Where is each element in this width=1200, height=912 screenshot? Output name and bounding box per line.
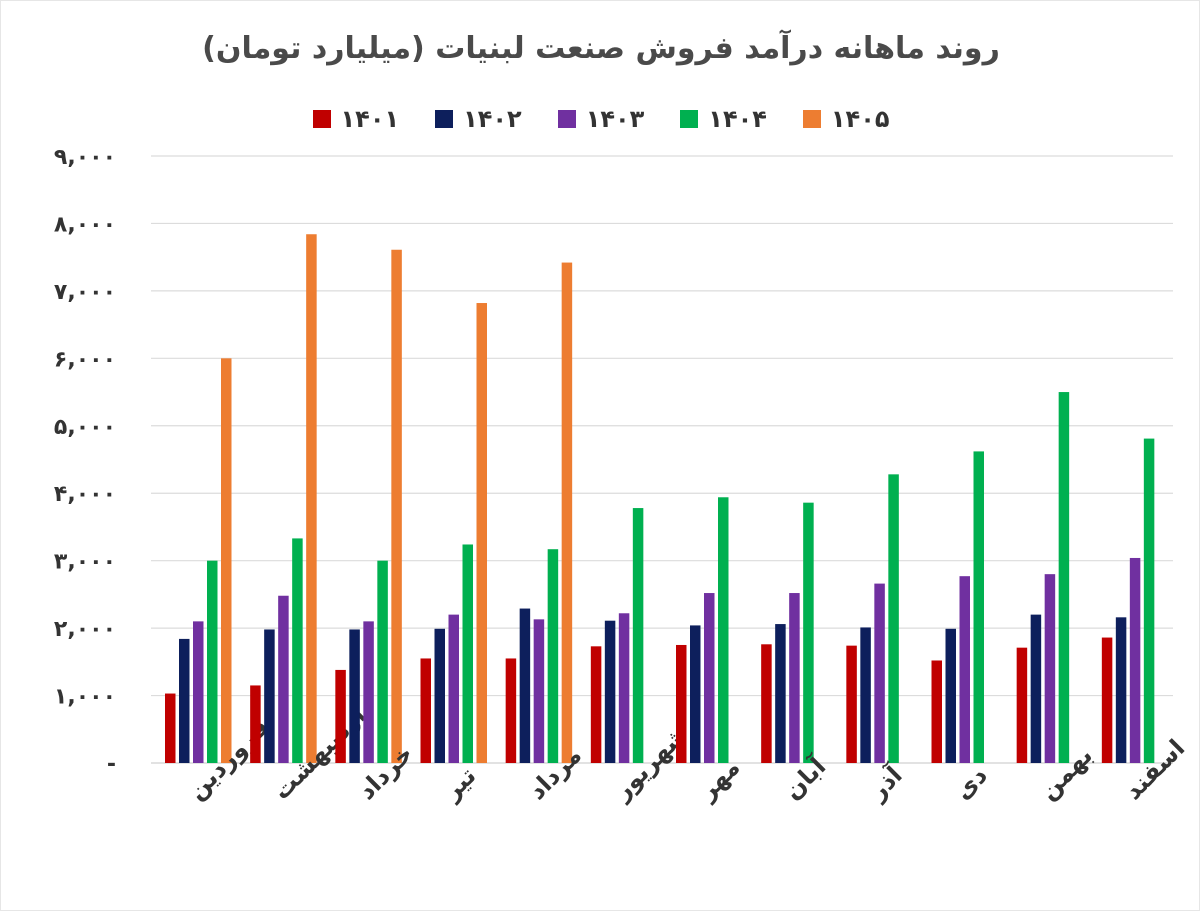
legend-label: ۱۴۰۴	[708, 105, 767, 133]
bar	[1016, 647, 1028, 763]
bar	[945, 628, 956, 763]
bar	[547, 549, 559, 763]
y-tick-label: ۵,۰۰۰	[54, 415, 116, 440]
bar	[632, 508, 644, 763]
bar	[264, 629, 275, 763]
legend-swatch	[435, 110, 454, 128]
bar	[335, 669, 346, 763]
bar	[193, 621, 204, 763]
y-tick-label: ۷,۰۰۰	[54, 280, 116, 305]
bar	[519, 608, 531, 763]
bar	[306, 234, 317, 764]
bar	[462, 544, 473, 763]
bar	[1058, 392, 1070, 763]
legend-item: ۱۴۰۱	[312, 105, 400, 133]
bar	[505, 658, 517, 763]
bar	[803, 502, 814, 763]
legend-swatch	[802, 110, 821, 128]
bar	[1101, 637, 1113, 763]
bar	[676, 644, 687, 763]
legend-swatch	[557, 110, 576, 128]
bar	[377, 560, 388, 763]
y-tick-label: -	[107, 752, 116, 777]
bar	[1044, 574, 1056, 763]
legend-item: ۱۴۰۴	[680, 105, 767, 133]
x-tick-label: تیر	[437, 762, 481, 806]
y-tick-label: ۴,۰۰۰	[54, 482, 116, 507]
legend-swatch	[680, 110, 699, 128]
legend-label: ۱۴۰۳	[585, 105, 645, 133]
y-tick-label: ۱,۰۰۰	[54, 685, 116, 710]
bar	[789, 593, 800, 763]
bar	[1030, 614, 1042, 763]
bar	[533, 619, 545, 763]
bar	[704, 593, 715, 763]
chart-title: روند ماهانه درآمد فروش صنعت لبنیات (میلی…	[202, 31, 1000, 66]
bar	[292, 538, 303, 763]
bar	[278, 595, 289, 763]
y-tick-label: ۶,۰۰۰	[54, 347, 116, 372]
bar	[1143, 438, 1155, 763]
legend-swatch	[312, 110, 331, 128]
x-tick-label: آبان	[778, 751, 832, 805]
bar	[590, 646, 602, 763]
bar	[221, 358, 232, 763]
legend-item: ۱۴۰۲	[435, 105, 522, 133]
bar	[363, 621, 374, 763]
bar	[165, 693, 176, 763]
bar	[846, 645, 857, 763]
bar	[604, 620, 616, 763]
bar	[1115, 617, 1127, 763]
bar	[179, 638, 190, 763]
legend-label: ۱۴۰۵	[830, 105, 890, 133]
legend-label: ۱۴۰۱	[340, 105, 400, 133]
bar	[860, 627, 871, 763]
bar	[420, 658, 431, 763]
legend-label: ۱۴۰۲	[463, 105, 522, 133]
x-tick-label: آذر	[862, 760, 908, 806]
bar	[959, 576, 970, 763]
bar	[434, 628, 445, 763]
bar	[761, 644, 772, 763]
bar	[207, 560, 218, 763]
y-tick-label: ۸,۰۰۰	[54, 212, 116, 237]
bar	[349, 629, 360, 763]
bar	[973, 451, 984, 763]
bar	[391, 249, 402, 763]
bar	[561, 262, 573, 763]
y-tick-label: ۲,۰۰۰	[54, 617, 116, 642]
legend-item: ۱۴۰۵	[802, 105, 890, 133]
bar	[874, 583, 885, 763]
bar	[1129, 557, 1141, 763]
legend: ۱۴۰۱ ۱۴۰۲ ۱۴۰۳ ۱۴۰۴ ۱۴۰۵	[1, 105, 1200, 133]
bar	[690, 625, 701, 763]
bar	[250, 685, 261, 763]
y-tick-label: ۹,۰۰۰	[54, 145, 116, 170]
x-tick-label: دی	[949, 761, 993, 805]
bar	[775, 624, 786, 763]
bar	[448, 614, 459, 763]
bar	[718, 497, 729, 763]
x-tick-label: اسفند	[1119, 734, 1190, 805]
bar	[476, 303, 487, 763]
bar	[618, 613, 630, 763]
bar	[931, 660, 942, 763]
legend-item: ۱۴۰۳	[557, 105, 645, 133]
bar	[888, 474, 899, 763]
y-tick-label: ۳,۰۰۰	[54, 550, 116, 575]
